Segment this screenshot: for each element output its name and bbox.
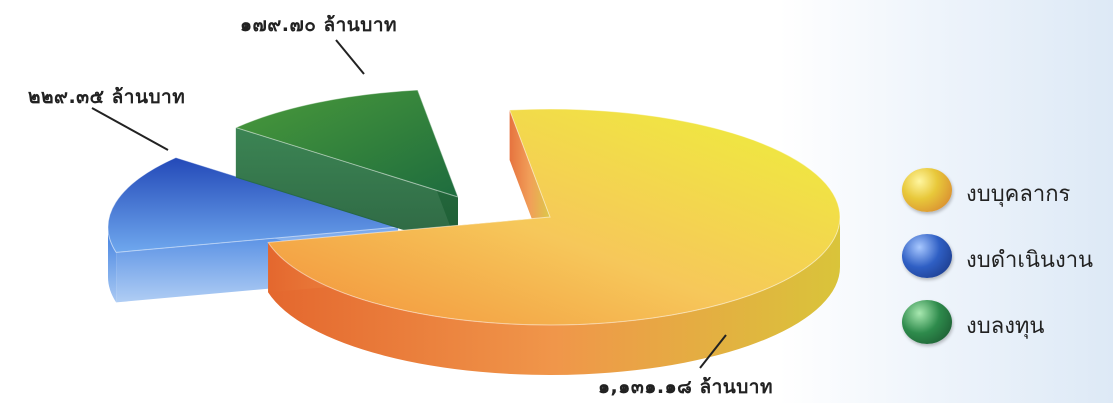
leader-line-1	[91, 107, 169, 151]
pie-slice-2	[234, 89, 459, 247]
data-label-2: ๑๗๙.๗๐ ล้านบาท	[240, 14, 398, 36]
data-label-0: ๑,๑๓๑.๑๘ ล้านบาท	[598, 376, 773, 398]
legend-label-2: งบลงทุน	[966, 314, 1045, 339]
leader-line-0	[699, 334, 727, 369]
legend-swatch-1	[902, 234, 952, 278]
pie-slice-0-top	[267, 108, 841, 326]
pie-slice-1-side	[108, 227, 117, 303]
pie-slice-2-edge-0	[235, 127, 458, 247]
pie-slice-2-top	[234, 89, 459, 198]
legend-swatch-0	[902, 168, 952, 212]
leader-line-2	[335, 39, 365, 75]
legend-swatch-2	[902, 300, 952, 344]
data-label-1: ๒๒๙.๓๕ ล้านบาท	[28, 86, 186, 108]
pie-slice-0	[267, 108, 841, 375]
legend-label-0: งบบุคลากร	[966, 182, 1071, 207]
pie-slice-1-top	[107, 157, 399, 253]
pie-slice-0-side	[268, 217, 840, 375]
legend-label-1: งบดำเนินงาน	[966, 248, 1094, 273]
